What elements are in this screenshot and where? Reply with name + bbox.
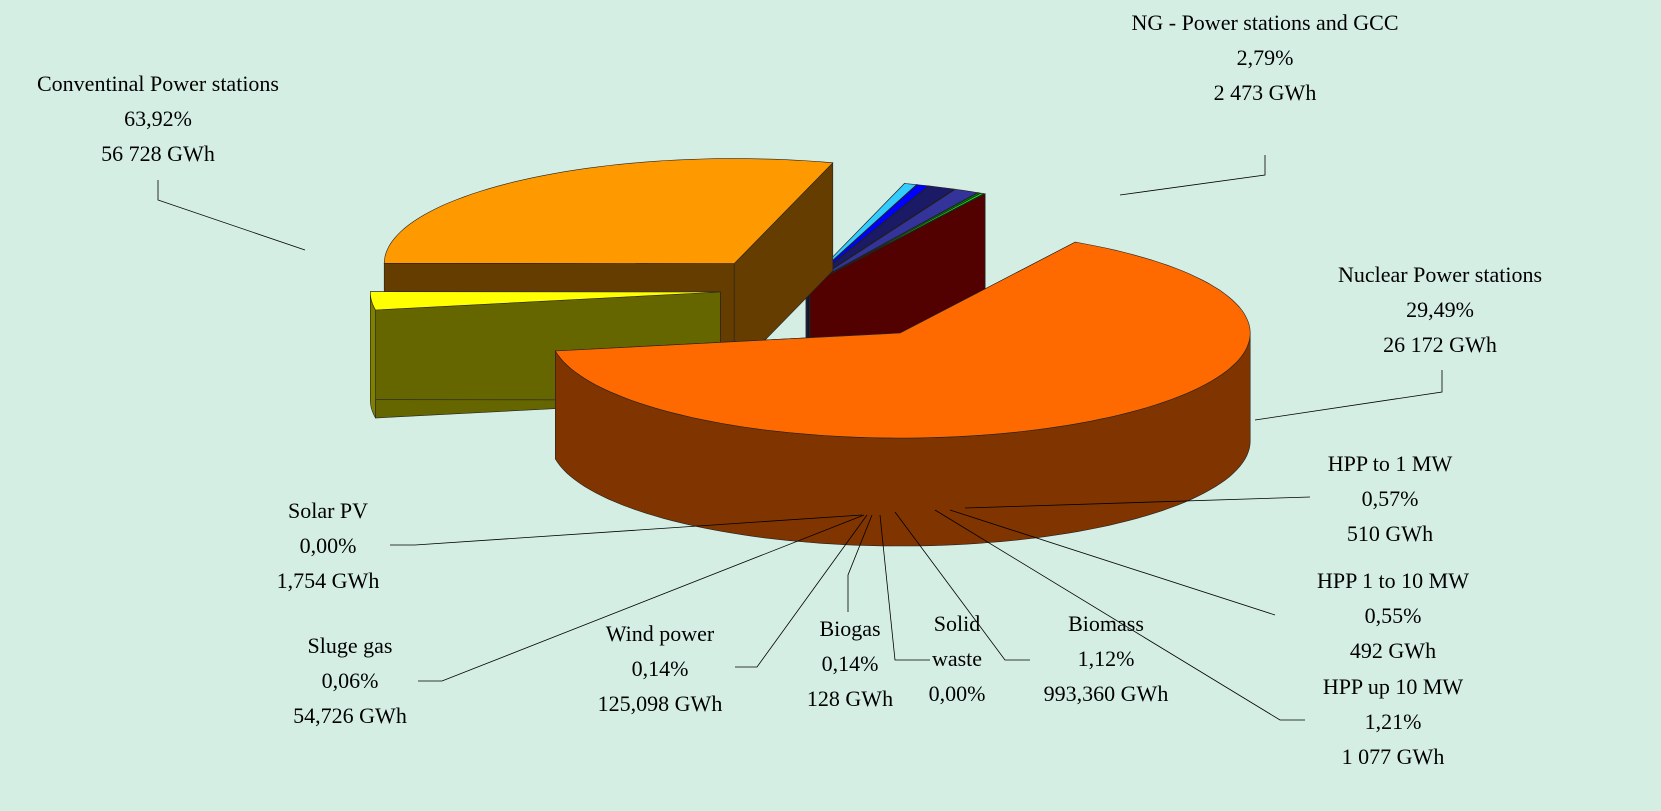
percent-label: 1,21% xyxy=(1323,704,1463,739)
data-label: NG - Power stations and GCC2,79%2 473 GW… xyxy=(1120,5,1410,110)
data-label: Wind power0,14%125,098 GWh xyxy=(598,616,723,721)
data-label: HPP up 10 MW1,21%1 077 GWh xyxy=(1323,669,1463,774)
percent-label: 63,92% xyxy=(37,101,279,136)
percent-label: 0,14% xyxy=(598,651,723,686)
data-label: Biogas0,14%128 GWh xyxy=(807,611,893,716)
energy-label: 128 GWh xyxy=(807,681,893,716)
leader-line xyxy=(1120,155,1265,195)
slice-wall xyxy=(370,292,375,418)
category-label: HPP up 10 MW xyxy=(1323,669,1463,704)
category-label: Nuclear Power stations xyxy=(1338,257,1542,292)
energy-label: 1 077 GWh xyxy=(1323,739,1463,774)
energy-label: 125,098 GWh xyxy=(598,686,723,721)
energy-label: 1,754 GWh xyxy=(277,563,380,598)
energy-label: 2 473 GWh xyxy=(1120,75,1410,110)
category-label: Wind power xyxy=(598,616,723,651)
leader-line xyxy=(1255,370,1442,420)
energy-label: 993,360 GWh xyxy=(1044,676,1169,711)
energy-label: 54,726 GWh xyxy=(293,698,407,733)
leader-line xyxy=(158,180,305,250)
percent-label: 0,55% xyxy=(1317,598,1469,633)
percent-label: 1,12% xyxy=(1044,641,1169,676)
percent-label: 2,79% xyxy=(1120,40,1410,75)
energy-label: 56 728 GWh xyxy=(37,136,279,171)
leader-line xyxy=(950,510,1275,615)
category-label: Solar PV xyxy=(277,493,380,528)
category-label: Sluge gas xyxy=(293,628,407,663)
energy-label: 492 GWh xyxy=(1317,633,1469,668)
category-label: HPP 1 to 10 MW xyxy=(1317,563,1469,598)
data-label: Biomass1,12%993,360 GWh xyxy=(1044,606,1169,711)
energy-label: 510 GWh xyxy=(1328,516,1452,551)
energy-label: 26 172 GWh xyxy=(1338,327,1542,362)
data-label: Conventinal Power stations63,92%56 728 G… xyxy=(37,66,279,171)
category-label: HPP to 1 MW xyxy=(1328,446,1452,481)
category-label: NG - Power stations and GCC xyxy=(1120,5,1410,40)
category-label: Solid waste xyxy=(922,606,992,676)
data-label: Sluge gas0,06%54,726 GWh xyxy=(293,628,407,733)
percent-label: 0,00% xyxy=(277,528,380,563)
page: {"chart_data": {"type": "pie3d", "catego… xyxy=(0,0,1661,811)
data-label: Solar PV0,00%1,754 GWh xyxy=(277,493,380,598)
data-label: Nuclear Power stations29,49%26 172 GWh xyxy=(1338,257,1542,362)
percent-label: 0,14% xyxy=(807,646,893,681)
percent-label: 0,57% xyxy=(1328,481,1452,516)
category-label: Conventinal Power stations xyxy=(37,66,279,101)
percent-label: 29,49% xyxy=(1338,292,1542,327)
percent-label: 0,00% xyxy=(922,676,992,711)
category-label: Biomass xyxy=(1044,606,1169,641)
data-label: Solid waste0,00% xyxy=(922,606,992,711)
data-label: HPP 1 to 10 MW0,55%492 GWh xyxy=(1317,563,1469,668)
category-label: Biogas xyxy=(807,611,893,646)
percent-label: 0,06% xyxy=(293,663,407,698)
data-label: HPP to 1 MW0,57%510 GWh xyxy=(1328,446,1452,551)
